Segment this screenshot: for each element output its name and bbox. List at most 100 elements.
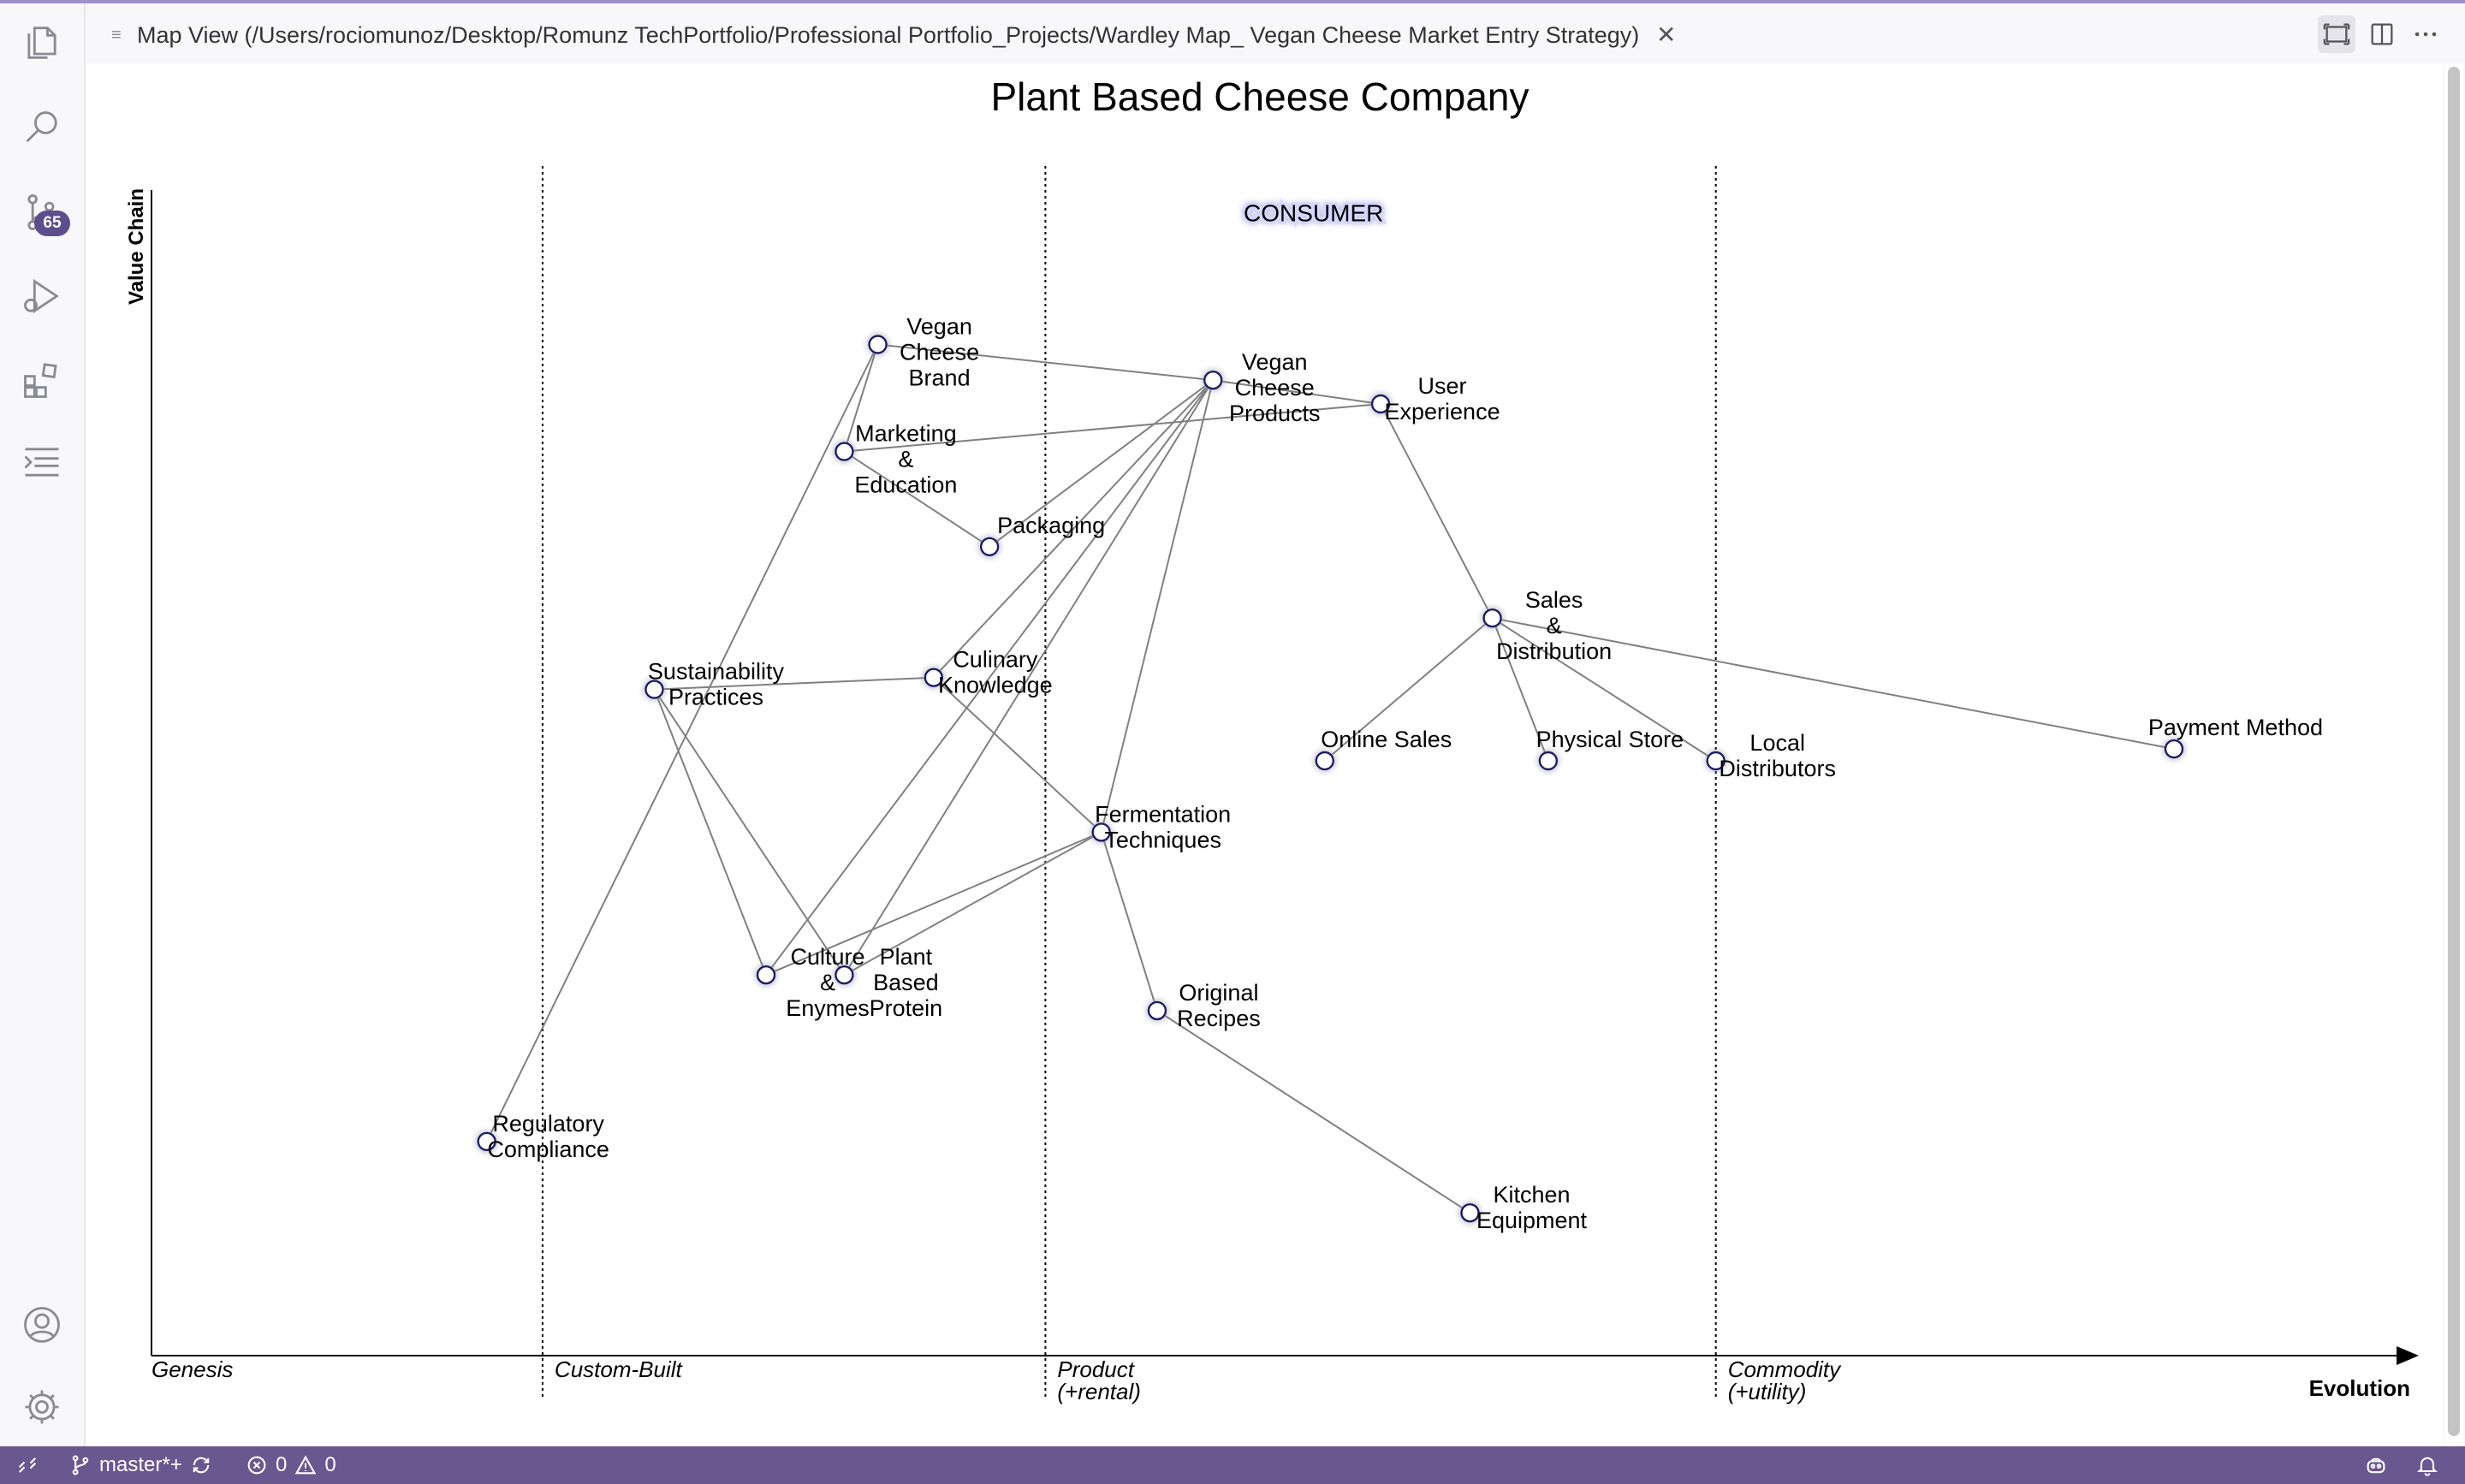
- split-editor-icon[interactable]: [2363, 15, 2401, 53]
- component-products[interactable]: Vegan Cheese Products: [1203, 349, 1321, 426]
- component-ux[interactable]: User Experience: [1370, 373, 1500, 424]
- component-node[interactable]: [868, 335, 888, 354]
- component-label: User Experience: [1385, 373, 1500, 424]
- component-node[interactable]: [756, 965, 776, 985]
- dependency-link: [1492, 617, 1717, 762]
- tab-title[interactable]: Map View (/Users/rociomunoz/Desktop/Romu…: [137, 22, 1640, 48]
- component-node[interactable]: [924, 668, 944, 687]
- dependency-link: [877, 343, 1214, 382]
- source-control-badge: 65: [34, 211, 70, 236]
- component-label: Culture & Enymes: [786, 944, 870, 1021]
- tab-close-icon[interactable]: ✕: [1656, 21, 1677, 48]
- stage-label: Genesis: [151, 1356, 233, 1382]
- component-fermentation[interactable]: Fermentation Techniques: [1091, 801, 1232, 852]
- dependency-link: [1100, 832, 1158, 1012]
- component-label: Packaging: [997, 513, 1105, 538]
- component-node[interactable]: [1706, 751, 1726, 771]
- activity-bar: 65: [0, 3, 86, 1446]
- copilot-icon[interactable]: [2364, 1446, 2388, 1484]
- dependency-link: [844, 403, 1381, 453]
- component-node[interactable]: [477, 1131, 496, 1152]
- dependency-link: [1380, 403, 1494, 619]
- component-node[interactable]: [2164, 739, 2184, 759]
- run-debug-icon[interactable]: [20, 274, 64, 318]
- component-node[interactable]: [1147, 1000, 1167, 1021]
- dependency-link: [654, 676, 934, 691]
- explorer-icon[interactable]: [20, 21, 64, 65]
- component-node[interactable]: [1460, 1202, 1480, 1223]
- component-label: Kitchen Equipment: [1476, 1182, 1588, 1233]
- component-node[interactable]: [1482, 608, 1502, 628]
- settings-gear-icon[interactable]: [20, 1385, 64, 1429]
- wardley-map: Plant Based Cheese Company Value Chain Ev…: [125, 74, 2419, 1404]
- problems-status[interactable]: 0 0: [245, 1446, 336, 1484]
- component-label: Original Recipes: [1177, 980, 1261, 1031]
- component-label: Vegan Cheese Products: [1229, 349, 1321, 426]
- error-icon: [247, 1456, 266, 1475]
- component-regulatory[interactable]: Regulatory Compliance: [477, 1111, 609, 1162]
- evolution-axis-arrow: [2397, 1346, 2419, 1365]
- component-node[interactable]: [1091, 822, 1111, 842]
- component-node[interactable]: [835, 442, 854, 461]
- notifications-bell-icon[interactable]: [2415, 1446, 2439, 1484]
- component-sustain[interactable]: Sustainability Practices: [644, 659, 785, 710]
- component-label: Sales & Distribution: [1496, 587, 1612, 664]
- component-brand[interactable]: Vegan Cheese Brand: [868, 314, 980, 391]
- dependency-link: [765, 831, 1102, 976]
- component-online[interactable]: Online Sales: [1315, 727, 1452, 771]
- remote-indicator-icon[interactable]: [15, 1446, 39, 1484]
- dependency-link: [765, 379, 1215, 976]
- vertical-scrollbar[interactable]: [2444, 63, 2463, 1446]
- component-node[interactable]: [979, 537, 1000, 556]
- component-local[interactable]: Local Distributors: [1706, 730, 1836, 781]
- component-label: Culinary Knowledge: [938, 647, 1053, 698]
- dependency-link: [653, 689, 767, 976]
- component-kitchen[interactable]: Kitchen Equipment: [1460, 1182, 1588, 1233]
- error-count: 0: [276, 1453, 288, 1476]
- dependency-link: [933, 676, 1102, 834]
- account-icon[interactable]: [20, 1303, 64, 1347]
- component-node[interactable]: [1203, 371, 1223, 390]
- component-node[interactable]: [835, 965, 854, 985]
- more-actions-icon[interactable]: [2407, 15, 2444, 53]
- component-label: Payment Method: [2148, 715, 2323, 740]
- component-marketing[interactable]: Marketing & Education: [835, 421, 957, 498]
- warning-count: 0: [324, 1453, 336, 1476]
- search-icon[interactable]: [20, 106, 64, 151]
- component-label: Local Distributors: [1719, 730, 1836, 781]
- component-recipes[interactable]: Original Recipes: [1147, 980, 1261, 1031]
- dependency-link: [843, 379, 1215, 976]
- git-branch-icon: [72, 1455, 89, 1475]
- component-node[interactable]: [644, 680, 664, 699]
- x-axis-label: Evolution: [2309, 1375, 2410, 1401]
- extensions-icon[interactable]: [20, 358, 64, 402]
- component-label: Regulatory Compliance: [487, 1111, 609, 1162]
- branch-name: master*+: [99, 1453, 182, 1476]
- sync-icon[interactable]: [189, 1453, 213, 1477]
- dependency-link: [843, 831, 1102, 976]
- component-node[interactable]: [1370, 394, 1391, 414]
- map-view-panel: Plant Based Cheese Company Value Chain Ev…: [86, 63, 2443, 1446]
- component-packaging[interactable]: Packaging: [979, 513, 1105, 556]
- scrollbar-thumb[interactable]: [2448, 67, 2460, 1436]
- component-sales[interactable]: Sales & Distribution: [1482, 587, 1613, 664]
- toggle-map-view-icon[interactable]: [2318, 15, 2355, 53]
- dependency-link: [989, 379, 1214, 548]
- warning-icon: [295, 1455, 317, 1475]
- map-title: Plant Based Cheese Company: [990, 74, 1529, 119]
- component-node[interactable]: [1315, 751, 1334, 771]
- component-payment[interactable]: Payment Method: [2148, 715, 2323, 759]
- component-culinary[interactable]: Culinary Knowledge: [924, 647, 1053, 698]
- dependency-link: [1491, 617, 1549, 762]
- outline-icon[interactable]: [20, 440, 64, 484]
- component-physical[interactable]: Physical Store: [1536, 727, 1684, 771]
- dependency-link: [1213, 379, 1381, 405]
- branch-status[interactable]: master*+: [68, 1446, 213, 1484]
- preview-file-icon: ≡: [111, 26, 122, 45]
- component-culture[interactable]: Culture & Enymes: [756, 944, 870, 1021]
- window-accent-line: [0, 0, 2465, 3]
- component-node[interactable]: [1538, 751, 1559, 771]
- stage-label: Commodity (+utility): [1728, 1356, 1842, 1404]
- component-protein[interactable]: Plant Based Protein: [835, 944, 942, 1021]
